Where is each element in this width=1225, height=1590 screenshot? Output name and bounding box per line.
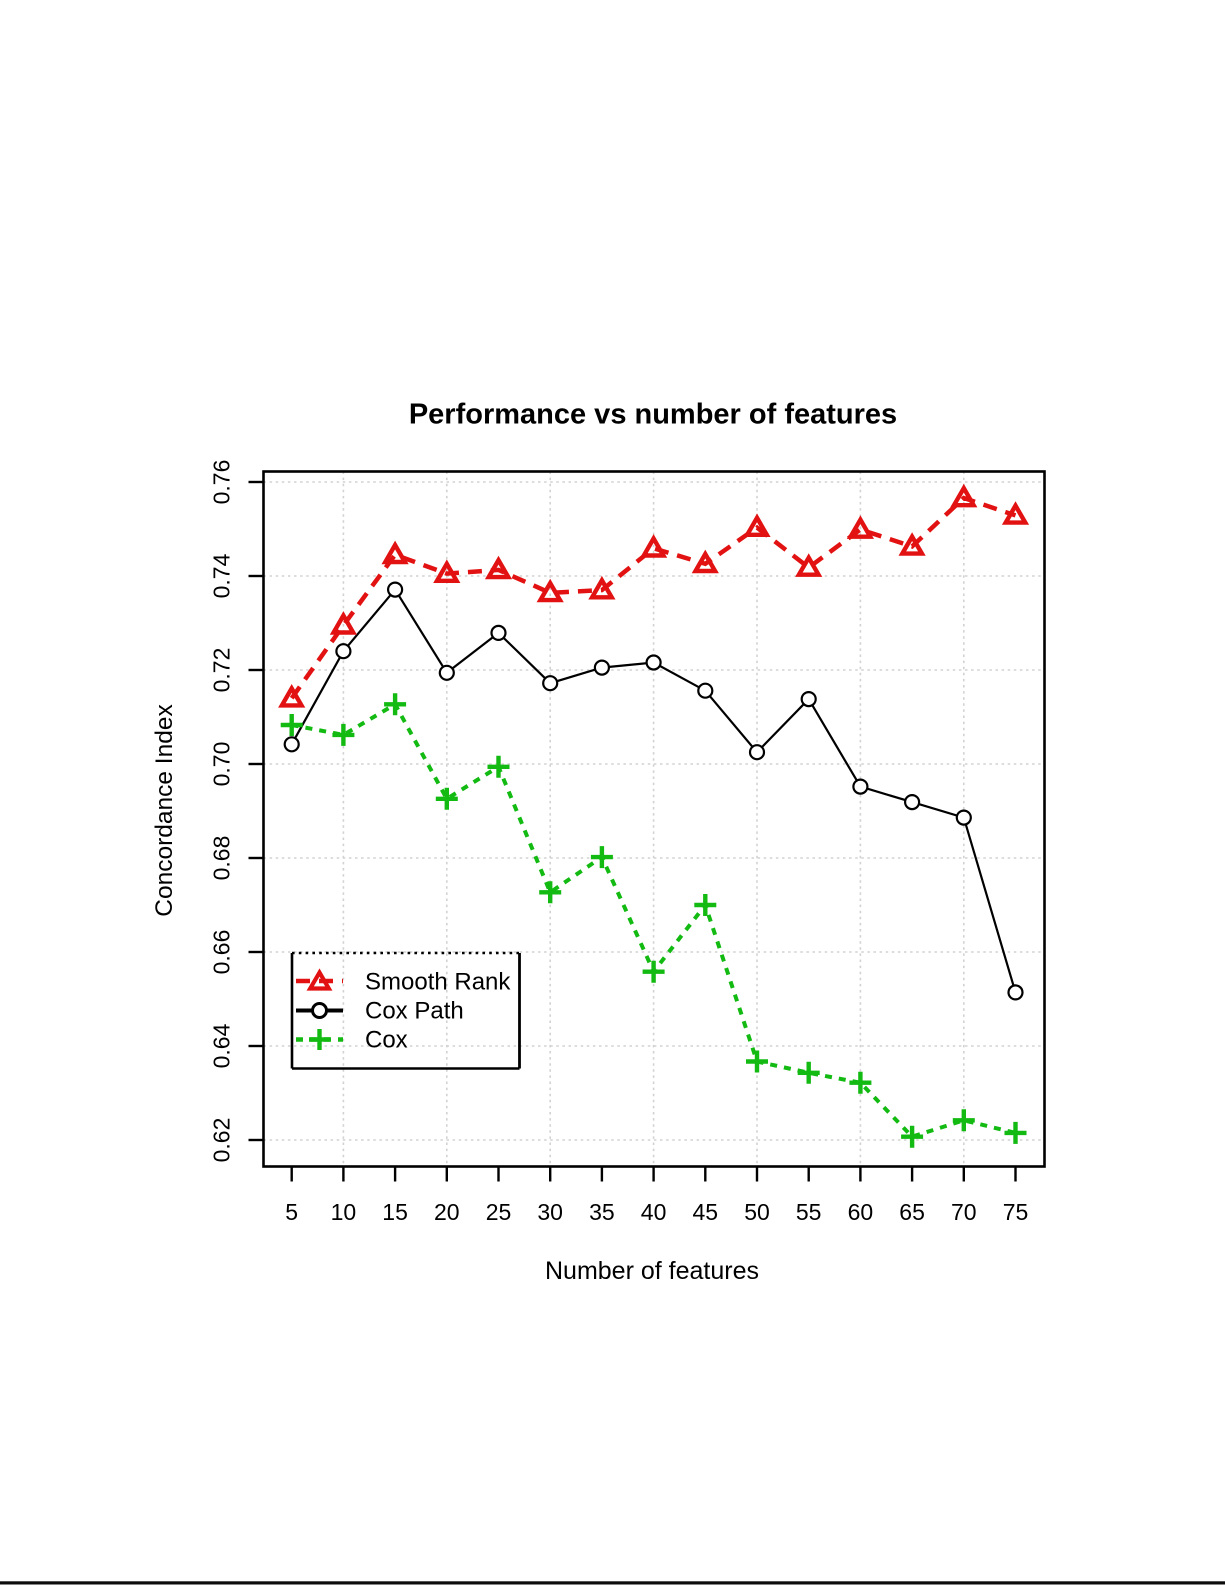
svg-text:Performance vs number of featu: Performance vs number of features: [409, 399, 897, 431]
svg-text:0.72: 0.72: [209, 648, 235, 693]
svg-text:5: 5: [285, 1199, 298, 1225]
svg-text:25: 25: [486, 1199, 512, 1225]
svg-text:40: 40: [641, 1199, 667, 1225]
svg-text:65: 65: [899, 1199, 925, 1225]
svg-text:50: 50: [744, 1199, 770, 1225]
svg-text:Smooth Rank: Smooth Rank: [365, 969, 511, 996]
svg-text:Number of features: Number of features: [545, 1257, 759, 1285]
svg-text:0.62: 0.62: [209, 1118, 235, 1163]
svg-text:0.76: 0.76: [209, 460, 235, 505]
svg-text:Cox Path: Cox Path: [365, 998, 464, 1025]
svg-text:0.66: 0.66: [209, 930, 235, 975]
svg-text:0.68: 0.68: [209, 836, 235, 881]
svg-text:60: 60: [848, 1199, 874, 1225]
svg-text:0.74: 0.74: [209, 553, 235, 598]
svg-text:Concordance Index: Concordance Index: [151, 704, 178, 916]
svg-text:70: 70: [951, 1199, 977, 1225]
svg-text:Cox: Cox: [365, 1027, 408, 1054]
svg-text:20: 20: [434, 1199, 460, 1225]
svg-text:10: 10: [331, 1199, 357, 1225]
svg-text:0.70: 0.70: [209, 742, 235, 787]
svg-text:0.64: 0.64: [209, 1023, 235, 1068]
svg-text:30: 30: [537, 1199, 563, 1225]
svg-text:55: 55: [796, 1199, 822, 1225]
svg-text:15: 15: [382, 1199, 408, 1225]
svg-text:75: 75: [1003, 1199, 1029, 1225]
svg-text:45: 45: [693, 1199, 719, 1225]
svg-text:35: 35: [589, 1199, 615, 1225]
